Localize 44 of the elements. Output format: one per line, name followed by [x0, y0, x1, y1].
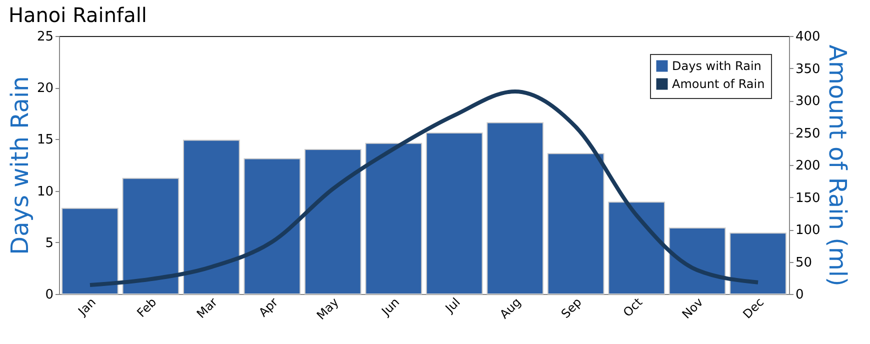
y2-tick-label: 300 [796, 94, 820, 109]
x-tick-label: Apr [256, 295, 281, 320]
legend-label: Amount of Rain [672, 77, 765, 91]
y-tick-label: 10 [36, 184, 54, 200]
bar [62, 208, 118, 294]
chart-title: Hanoi Rainfall [8, 3, 147, 27]
bar [426, 132, 483, 294]
y2-tick-label: 400 [796, 30, 820, 44]
bar [183, 140, 240, 294]
bar [122, 178, 180, 294]
x-tick-label: Mar [194, 295, 220, 321]
line-series [88, 89, 760, 287]
y2-tick-label: 50 [796, 255, 812, 270]
y-tick-label: 15 [36, 132, 54, 148]
x-tick-label: Aug [497, 295, 524, 322]
bar [608, 202, 665, 294]
x-tick-label: Oct [620, 294, 646, 320]
y2-tick-label: 100 [796, 223, 820, 238]
bar [547, 153, 604, 294]
y-tick-label: 5 [45, 236, 54, 251]
y2-tick-label: 0 [796, 288, 804, 302]
x-tick-label: Jan [74, 295, 98, 319]
y2-tick-label: 150 [796, 190, 820, 206]
y2-tick-label: 350 [796, 62, 820, 77]
x-tick-label: Dec [740, 295, 767, 322]
bar [730, 232, 786, 294]
legend-label: Days with Rain [672, 59, 762, 73]
bar [304, 149, 362, 294]
x-tick-label: Jul [442, 295, 463, 316]
y-axis-title: Days with Rain [6, 76, 34, 255]
bar [486, 122, 544, 294]
y2-tick-label: 200 [796, 158, 820, 174]
bar [668, 227, 726, 294]
y-tick-label: 25 [36, 30, 54, 44]
y2-axis-title: Amount of Rain (ml) [823, 44, 852, 286]
y-tick-label: 20 [36, 81, 54, 96]
x-tick-label: Sep [558, 295, 584, 321]
bar [244, 158, 301, 294]
x-tick-label: Nov [679, 295, 706, 322]
x-tick-label: Feb [134, 295, 160, 320]
y2-tick-label: 250 [796, 126, 820, 142]
y-tick-label: 0 [45, 288, 54, 302]
x-tick-label: Jun [378, 295, 402, 319]
bar [365, 142, 422, 294]
